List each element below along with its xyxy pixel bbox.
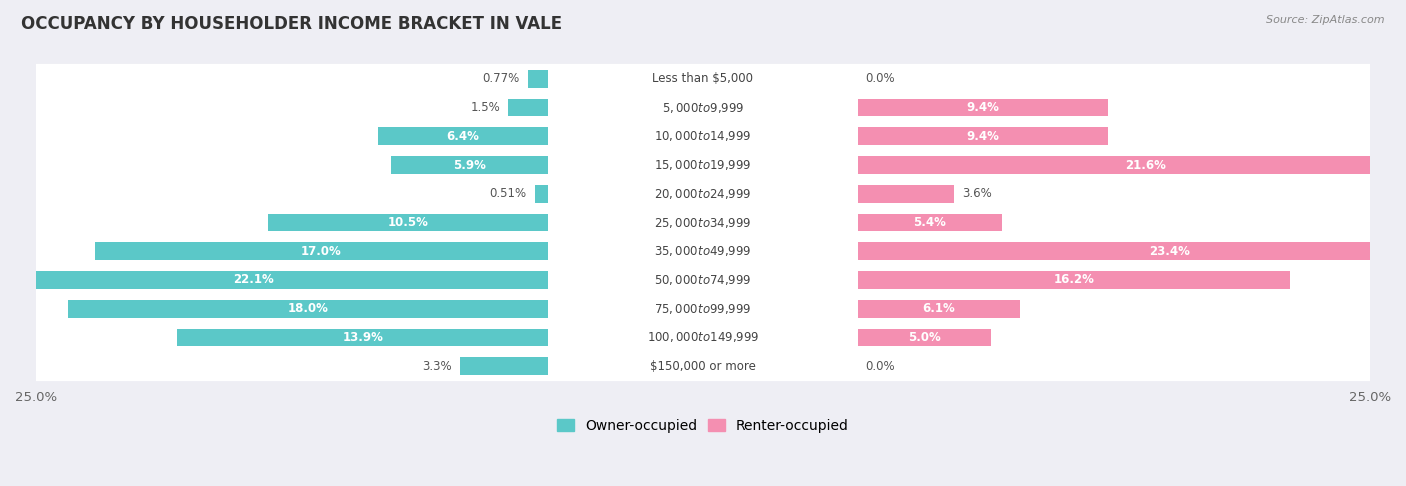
Text: $20,000 to $24,999: $20,000 to $24,999	[654, 187, 752, 201]
Legend: Owner-occupied, Renter-occupied: Owner-occupied, Renter-occupied	[551, 413, 855, 438]
Bar	[858, 271, 1289, 289]
FancyBboxPatch shape	[24, 179, 1382, 208]
FancyBboxPatch shape	[24, 236, 1382, 266]
Text: 9.4%: 9.4%	[967, 130, 1000, 143]
Text: 23.4%: 23.4%	[1150, 245, 1191, 258]
FancyBboxPatch shape	[550, 68, 856, 89]
Text: 3.3%: 3.3%	[423, 360, 453, 373]
Text: 5.0%: 5.0%	[908, 331, 941, 344]
Text: 5.4%: 5.4%	[914, 216, 946, 229]
Text: $25,000 to $34,999: $25,000 to $34,999	[654, 215, 752, 229]
FancyBboxPatch shape	[24, 122, 1382, 151]
FancyBboxPatch shape	[24, 351, 1382, 381]
Bar	[858, 99, 1108, 117]
Text: 0.0%: 0.0%	[866, 360, 896, 373]
Text: 18.0%: 18.0%	[288, 302, 329, 315]
FancyBboxPatch shape	[24, 93, 1382, 122]
Text: 6.1%: 6.1%	[922, 302, 956, 315]
Bar	[460, 357, 548, 375]
FancyBboxPatch shape	[24, 265, 1382, 295]
FancyBboxPatch shape	[24, 323, 1382, 352]
Text: 3.6%: 3.6%	[962, 187, 991, 200]
Text: 5.9%: 5.9%	[453, 158, 486, 172]
Text: 13.9%: 13.9%	[343, 331, 384, 344]
FancyBboxPatch shape	[550, 183, 856, 204]
Text: 0.77%: 0.77%	[482, 72, 520, 86]
Text: $10,000 to $14,999: $10,000 to $14,999	[654, 129, 752, 143]
Bar	[67, 300, 548, 318]
FancyBboxPatch shape	[550, 327, 856, 348]
Bar	[269, 214, 548, 231]
Bar	[858, 300, 1021, 318]
Bar	[527, 70, 548, 88]
Text: 6.4%: 6.4%	[447, 130, 479, 143]
Text: $75,000 to $99,999: $75,000 to $99,999	[654, 302, 752, 316]
Bar	[177, 329, 548, 347]
Text: $100,000 to $149,999: $100,000 to $149,999	[647, 330, 759, 345]
FancyBboxPatch shape	[550, 125, 856, 147]
Text: Source: ZipAtlas.com: Source: ZipAtlas.com	[1267, 15, 1385, 25]
Bar	[858, 243, 1406, 260]
Bar	[391, 156, 548, 174]
Text: $5,000 to $9,999: $5,000 to $9,999	[662, 101, 744, 115]
FancyBboxPatch shape	[550, 154, 856, 175]
Text: 9.4%: 9.4%	[967, 101, 1000, 114]
FancyBboxPatch shape	[550, 97, 856, 118]
Text: Less than $5,000: Less than $5,000	[652, 72, 754, 86]
FancyBboxPatch shape	[24, 294, 1382, 324]
Text: 0.51%: 0.51%	[489, 187, 527, 200]
Text: $15,000 to $19,999: $15,000 to $19,999	[654, 158, 752, 172]
Bar	[0, 271, 548, 289]
Text: 10.5%: 10.5%	[388, 216, 429, 229]
Bar	[858, 329, 991, 347]
Text: $150,000 or more: $150,000 or more	[650, 360, 756, 373]
Text: 16.2%: 16.2%	[1053, 274, 1094, 286]
Text: 17.0%: 17.0%	[301, 245, 342, 258]
FancyBboxPatch shape	[24, 208, 1382, 238]
Bar	[858, 127, 1108, 145]
Text: 22.1%: 22.1%	[233, 274, 274, 286]
FancyBboxPatch shape	[24, 64, 1382, 94]
Bar	[858, 156, 1406, 174]
Text: 0.0%: 0.0%	[866, 72, 896, 86]
Text: $50,000 to $74,999: $50,000 to $74,999	[654, 273, 752, 287]
Bar	[508, 99, 548, 117]
FancyBboxPatch shape	[550, 211, 856, 233]
Bar	[94, 243, 548, 260]
Text: $35,000 to $49,999: $35,000 to $49,999	[654, 244, 752, 258]
FancyBboxPatch shape	[24, 150, 1382, 180]
FancyBboxPatch shape	[550, 355, 856, 377]
FancyBboxPatch shape	[550, 297, 856, 319]
Bar	[378, 127, 548, 145]
FancyBboxPatch shape	[550, 269, 856, 291]
Bar	[858, 185, 953, 203]
FancyBboxPatch shape	[550, 240, 856, 262]
Bar	[858, 214, 1002, 231]
Text: OCCUPANCY BY HOUSEHOLDER INCOME BRACKET IN VALE: OCCUPANCY BY HOUSEHOLDER INCOME BRACKET …	[21, 15, 562, 33]
Bar	[534, 185, 548, 203]
Text: 21.6%: 21.6%	[1125, 158, 1167, 172]
Text: 1.5%: 1.5%	[471, 101, 501, 114]
